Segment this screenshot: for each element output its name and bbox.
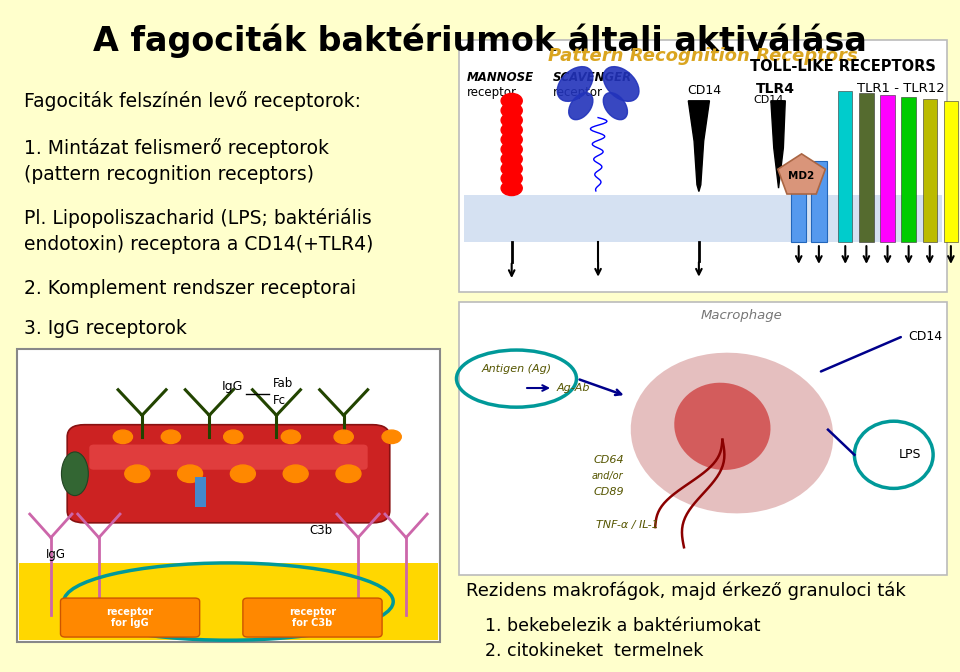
Text: SCAVENGER: SCAVENGER	[553, 71, 632, 83]
Bar	[17, 349, 440, 642]
Text: Fab: Fab	[273, 377, 294, 390]
Text: TLR1 - TLR12: TLR1 - TLR12	[856, 82, 945, 95]
Text: CD14: CD14	[687, 84, 722, 97]
Text: 3. IgG receptorok: 3. IgG receptorok	[24, 319, 187, 338]
Circle shape	[501, 161, 522, 176]
Circle shape	[501, 132, 522, 147]
Text: 1. Mintázat felismerő receptorok: 1. Mintázat felismerő receptorok	[24, 138, 329, 158]
Polygon shape	[688, 101, 709, 192]
Ellipse shape	[568, 93, 593, 120]
Ellipse shape	[631, 353, 833, 513]
Bar	[19, 563, 438, 640]
Text: receptor
for C3b: receptor for C3b	[289, 607, 336, 628]
Circle shape	[501, 122, 522, 137]
Circle shape	[501, 113, 522, 128]
Circle shape	[125, 465, 150, 482]
Circle shape	[281, 430, 300, 444]
Text: Ag-Ab: Ag-Ab	[557, 383, 590, 393]
Circle shape	[501, 103, 522, 118]
Circle shape	[501, 181, 522, 196]
Circle shape	[224, 430, 243, 444]
Text: LPS: LPS	[899, 448, 921, 461]
FancyBboxPatch shape	[243, 598, 382, 637]
Ellipse shape	[674, 383, 771, 470]
Circle shape	[501, 152, 522, 167]
Text: 1. bekebelezik a baktériumokat: 1. bekebelezik a baktériumokat	[485, 617, 760, 635]
Circle shape	[283, 465, 308, 482]
Text: IgG: IgG	[222, 380, 243, 393]
Circle shape	[334, 430, 353, 444]
Text: 2. citokineket  termelnek: 2. citokineket termelnek	[485, 642, 703, 660]
Text: and/or: and/or	[591, 471, 623, 481]
Text: receptor: receptor	[467, 86, 516, 99]
Text: CD14: CD14	[908, 329, 943, 343]
Text: CD64: CD64	[593, 455, 624, 465]
Text: CD14: CD14	[754, 95, 784, 106]
Text: A fagociták baktériumok általi aktiválása: A fagociták baktériumok általi aktiválás…	[93, 24, 867, 58]
Text: Antigen (Ag): Antigen (Ag)	[481, 364, 552, 374]
Text: MD2: MD2	[788, 171, 815, 181]
Text: Fagociták felszínén levő receptorok:: Fagociták felszínén levő receptorok:	[24, 91, 361, 111]
Bar	[901, 97, 916, 242]
Circle shape	[178, 465, 203, 482]
Bar	[459, 40, 947, 292]
Circle shape	[501, 93, 522, 108]
Bar	[459, 302, 947, 575]
Circle shape	[382, 430, 401, 444]
Text: CD89: CD89	[593, 487, 624, 497]
Text: Rezidens makrofágok, majd érkező granuloci ták: Rezidens makrofágok, majd érkező granulo…	[466, 581, 905, 600]
Text: receptor: receptor	[553, 86, 603, 99]
Ellipse shape	[603, 93, 628, 120]
Ellipse shape	[61, 452, 88, 496]
Circle shape	[501, 142, 522, 157]
FancyBboxPatch shape	[60, 598, 200, 637]
Circle shape	[230, 465, 255, 482]
Bar	[923, 99, 937, 242]
Text: Macrophage: Macrophage	[701, 309, 782, 322]
Polygon shape	[771, 101, 785, 188]
Text: TLR4: TLR4	[756, 82, 795, 96]
FancyBboxPatch shape	[89, 445, 368, 470]
Text: (pattern recognition receptors): (pattern recognition receptors)	[24, 165, 314, 183]
Text: IgG: IgG	[46, 548, 66, 561]
Text: TOLL-LIKE RECEPTORS: TOLL-LIKE RECEPTORS	[750, 59, 936, 74]
Text: C3b: C3b	[309, 524, 332, 537]
Circle shape	[161, 430, 180, 444]
Text: endotoxin) receptora a CD14(+TLR4): endotoxin) receptora a CD14(+TLR4)	[24, 235, 373, 254]
Text: Pl. Lipopoliszacharid (LPS; baktériális: Pl. Lipopoliszacharid (LPS; baktériális	[24, 208, 372, 228]
Text: Pattern Recognition Receptors: Pattern Recognition Receptors	[548, 47, 857, 65]
Text: receptor
for IgG: receptor for IgG	[107, 607, 154, 628]
Bar	[838, 91, 852, 242]
Text: MANNOSE: MANNOSE	[467, 71, 534, 83]
Text: 2. Komplement rendszer receptorai: 2. Komplement rendszer receptorai	[24, 279, 356, 298]
Circle shape	[501, 171, 522, 186]
Ellipse shape	[758, 144, 837, 195]
Bar	[944, 101, 958, 242]
Bar	[464, 195, 942, 242]
Text: TNF-α / IL-1: TNF-α / IL-1	[595, 520, 659, 530]
Ellipse shape	[603, 67, 639, 101]
Bar	[880, 95, 895, 242]
Text: Fc: Fc	[273, 394, 286, 407]
Bar	[859, 93, 874, 242]
Ellipse shape	[557, 67, 593, 101]
Bar	[791, 161, 806, 242]
Polygon shape	[778, 154, 826, 194]
Bar	[195, 477, 206, 507]
Circle shape	[113, 430, 132, 444]
Bar	[811, 161, 827, 242]
Circle shape	[336, 465, 361, 482]
FancyBboxPatch shape	[67, 425, 390, 523]
